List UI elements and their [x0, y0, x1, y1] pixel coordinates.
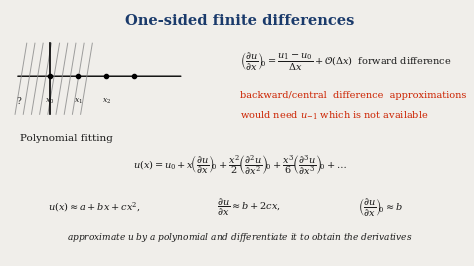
- Text: $x_1$: $x_1$: [74, 97, 83, 106]
- Text: One-sided finite differences: One-sided finite differences: [125, 14, 355, 28]
- Text: $x_2$: $x_2$: [102, 97, 111, 106]
- Text: $\left(\dfrac{\partial u}{\partial x}\right)_{\!\!0} = \dfrac{u_1 - u_0}{\Delta : $\left(\dfrac{\partial u}{\partial x}\ri…: [240, 50, 452, 72]
- Text: Polynomial fitting: Polynomial fitting: [20, 134, 113, 143]
- Text: $\mathit{approximate\ u\ by\ a\ polynomial\ and\ differentiate\ it\ to\ obtain\ : $\mathit{approximate\ u\ by\ a\ polynomi…: [67, 231, 412, 244]
- Text: backward/central  difference  approximations: backward/central difference approximatio…: [240, 91, 466, 100]
- Text: $u(x) = u_0 + x\!\left(\dfrac{\partial u}{\partial x}\right)_{\!\!0} + \dfrac{x^: $u(x) = u_0 + x\!\left(\dfrac{\partial u…: [133, 154, 347, 178]
- Text: $x_0$: $x_0$: [46, 97, 55, 106]
- Text: $\left(\dfrac{\partial u}{\partial x}\right)_{\!\!0} \approx b$: $\left(\dfrac{\partial u}{\partial x}\ri…: [358, 196, 403, 218]
- Text: $\dfrac{\partial u}{\partial x} \approx b + 2cx,$: $\dfrac{\partial u}{\partial x} \approx …: [217, 197, 281, 218]
- Text: ?: ?: [17, 97, 21, 106]
- Text: would need $u_{-1}$ which is not available: would need $u_{-1}$ which is not availab…: [240, 109, 428, 122]
- Text: $u(x) \approx a + bx + cx^2,$: $u(x) \approx a + bx + cx^2,$: [48, 200, 141, 214]
